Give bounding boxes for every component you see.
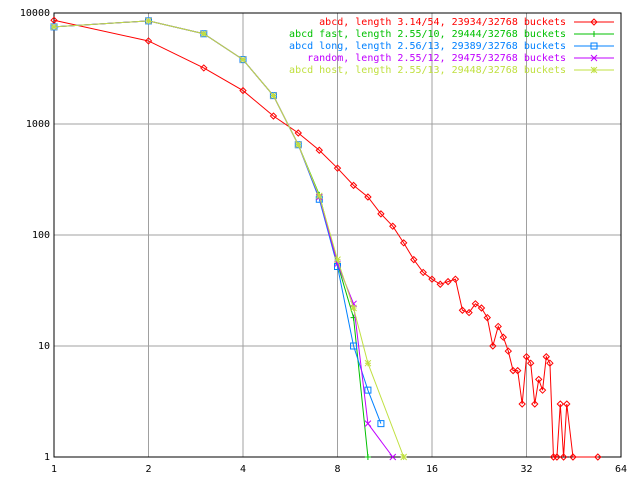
data-point bbox=[377, 210, 385, 218]
data-point bbox=[477, 304, 486, 312]
legend-label: abcd fast, length 2.55/10, 29444/32768 b… bbox=[289, 29, 566, 40]
data-point bbox=[542, 353, 551, 361]
plot-frame bbox=[53, 12, 622, 458]
legend-label: abcd host, length 2.55/13, 29448/32768 b… bbox=[289, 65, 566, 76]
x-tick-label: 8 bbox=[334, 464, 340, 475]
data-point bbox=[333, 164, 342, 172]
data-point bbox=[200, 64, 208, 72]
data-point bbox=[294, 141, 302, 149]
data-point bbox=[315, 146, 324, 154]
data-point bbox=[483, 313, 491, 322]
data-point bbox=[538, 386, 547, 394]
data-point bbox=[377, 420, 385, 428]
legend-label: random, length 2.55/12, 29475/32768 buck… bbox=[307, 53, 566, 64]
x-tick-label: 16 bbox=[426, 464, 438, 475]
data-point bbox=[504, 347, 513, 355]
data-point bbox=[200, 30, 208, 38]
data-point bbox=[526, 359, 535, 367]
data-point bbox=[269, 112, 278, 120]
data-point bbox=[400, 453, 408, 461]
legend-marker bbox=[590, 18, 598, 26]
data-point bbox=[239, 56, 247, 63]
data-point bbox=[239, 86, 247, 95]
data-point bbox=[315, 192, 323, 200]
y-tick-label: 1000 bbox=[26, 119, 50, 130]
data-point bbox=[451, 275, 460, 283]
data-point bbox=[546, 359, 554, 367]
y-tick-label: 100 bbox=[32, 230, 50, 241]
data-point bbox=[364, 454, 371, 460]
data-point bbox=[389, 453, 397, 461]
data-point bbox=[513, 366, 522, 375]
data-point bbox=[364, 193, 372, 201]
x-tick-label: 64 bbox=[615, 464, 627, 475]
data-point bbox=[531, 400, 539, 408]
legend-marker bbox=[591, 31, 597, 37]
data-point bbox=[294, 141, 302, 149]
data-point bbox=[458, 306, 467, 314]
data-point bbox=[364, 386, 372, 394]
data-point bbox=[50, 16, 58, 24]
data-point bbox=[349, 181, 358, 190]
x-tick-label: 4 bbox=[240, 464, 246, 475]
data-point bbox=[399, 239, 408, 247]
legend-marker bbox=[590, 42, 598, 50]
data-point bbox=[489, 342, 497, 350]
data-point bbox=[200, 30, 208, 38]
data-point bbox=[535, 375, 543, 384]
data-point bbox=[563, 400, 571, 408]
data-point bbox=[494, 322, 502, 331]
x-tick-label: 2 bbox=[145, 464, 151, 475]
x-tick-label: 32 bbox=[520, 464, 532, 475]
x-tick-label: 1 bbox=[51, 464, 57, 475]
data-point bbox=[350, 304, 357, 312]
y-tick-label: 10 bbox=[38, 341, 50, 352]
data-point bbox=[350, 342, 358, 350]
data-point bbox=[145, 17, 152, 25]
data-point bbox=[436, 280, 444, 288]
data-point bbox=[389, 222, 397, 230]
data-point bbox=[419, 268, 427, 277]
legend-marker bbox=[590, 66, 598, 74]
data-point bbox=[471, 300, 480, 308]
data-point bbox=[465, 308, 473, 317]
legend-marker bbox=[590, 54, 598, 62]
data-point bbox=[518, 400, 526, 408]
data-point bbox=[428, 275, 436, 283]
data-point bbox=[364, 420, 372, 427]
y-tick-label: 1 bbox=[44, 452, 50, 463]
data-point bbox=[594, 453, 602, 461]
data-point bbox=[569, 453, 577, 461]
data-point bbox=[270, 92, 277, 100]
data-point bbox=[556, 400, 564, 408]
data-point bbox=[364, 359, 372, 367]
data-point bbox=[553, 453, 561, 461]
legend-label: abcd long, length 2.56/13, 29389/32768 b… bbox=[289, 41, 566, 52]
y-tick-label: 10000 bbox=[20, 8, 50, 19]
data-point bbox=[50, 23, 58, 31]
legend-label: abcd, length 3.14/54, 23934/32768 bucket… bbox=[319, 17, 566, 28]
data-point bbox=[294, 129, 302, 137]
data-point bbox=[559, 453, 568, 461]
data-point bbox=[522, 353, 531, 361]
data-point bbox=[334, 256, 341, 263]
data-point bbox=[444, 277, 452, 286]
data-point bbox=[144, 37, 153, 45]
data-point bbox=[410, 255, 418, 264]
data-point bbox=[499, 333, 508, 341]
